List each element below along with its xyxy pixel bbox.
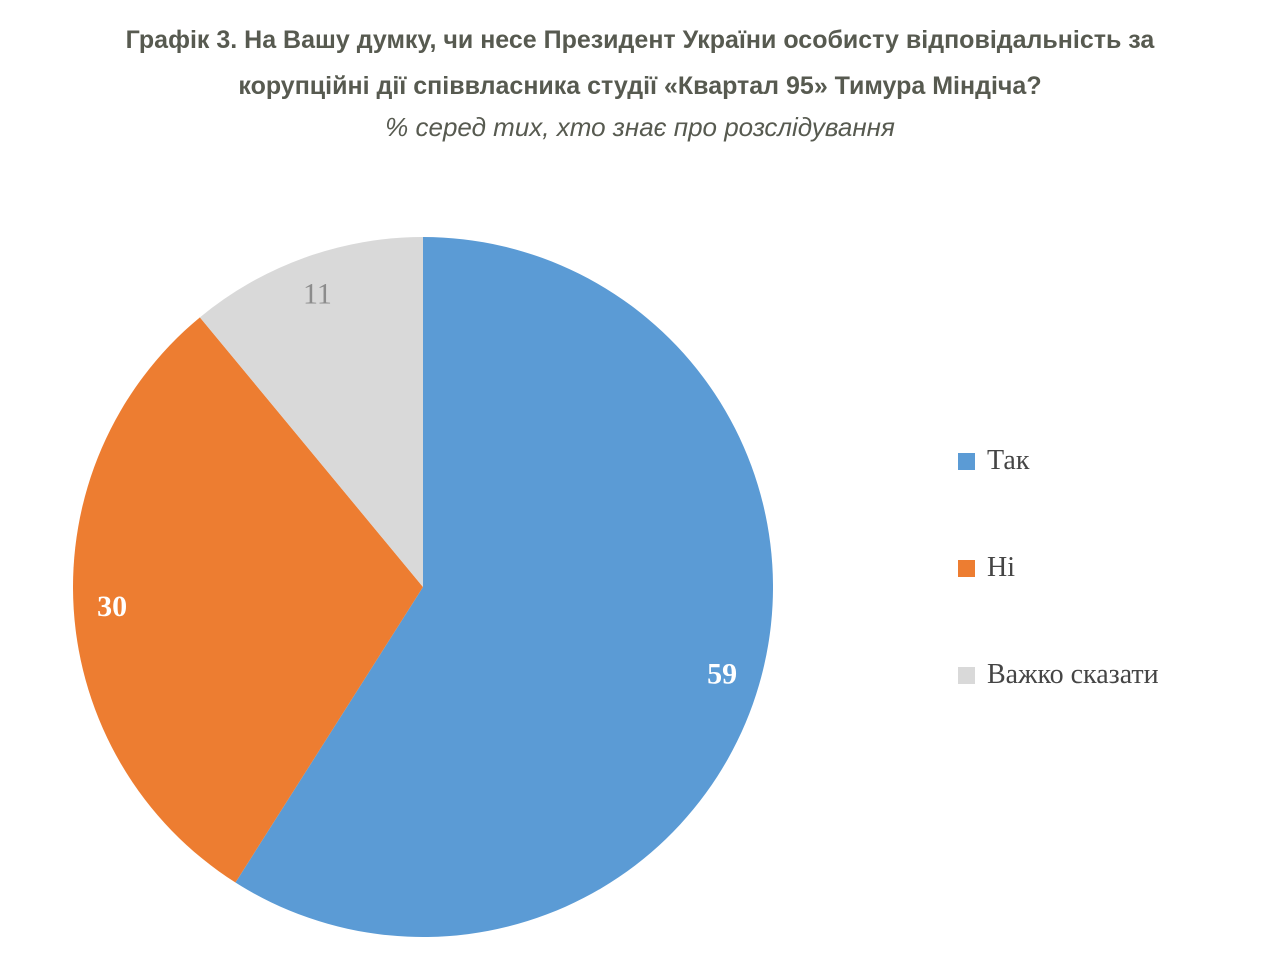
- legend-label-ni: Ні: [987, 552, 1015, 583]
- pie-data-label-ni: 30: [97, 590, 127, 623]
- legend-swatch-vazhko-skazaty: [958, 666, 975, 684]
- chart-title-line2: корупційні дії співвласника студії «Квар…: [238, 72, 1042, 100]
- pie-data-label-vazhko-skazaty: 11: [303, 277, 332, 310]
- legend-label-tak: Так: [987, 445, 1030, 476]
- legend-swatch-tak: [958, 452, 975, 470]
- pie-slice-tak: [235, 237, 773, 937]
- legend-swatch-ni: [958, 559, 975, 577]
- chart-title: Графік 3. На Вашу думку, чи несе Президе…: [0, 17, 1280, 109]
- legend-item-vazhko-skazaty: Важко сказати: [958, 658, 1159, 692]
- pie-slice-vazhko-skazaty: [199, 237, 423, 587]
- pie-slice-ni: [73, 317, 424, 883]
- chart-title-line1: Графік 3. На Вашу думку, чи несе Президе…: [125, 26, 1155, 54]
- chart-legend: Так Ні Важко сказати: [958, 444, 1159, 692]
- pie-data-label-tak: 59: [707, 657, 737, 690]
- chart-subtitle: % серед тих, хто знає про розслідування: [385, 112, 895, 142]
- pie-chart: 59 30 11: [73, 237, 773, 937]
- legend-item-tak: Так: [958, 444, 1159, 478]
- legend-label-vazhko-skazaty: Важко сказати: [987, 659, 1159, 690]
- legend-item-ni: Ні: [958, 551, 1159, 585]
